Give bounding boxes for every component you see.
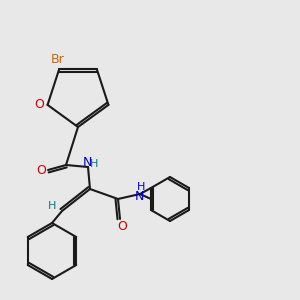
Text: H: H: [137, 182, 145, 192]
Text: H: H: [48, 201, 56, 211]
Text: N: N: [82, 155, 92, 169]
Text: H: H: [90, 159, 98, 169]
Text: O: O: [36, 164, 46, 176]
Text: N: N: [134, 190, 144, 202]
Text: Br: Br: [50, 52, 64, 66]
Text: O: O: [117, 220, 127, 233]
Text: O: O: [34, 98, 44, 111]
